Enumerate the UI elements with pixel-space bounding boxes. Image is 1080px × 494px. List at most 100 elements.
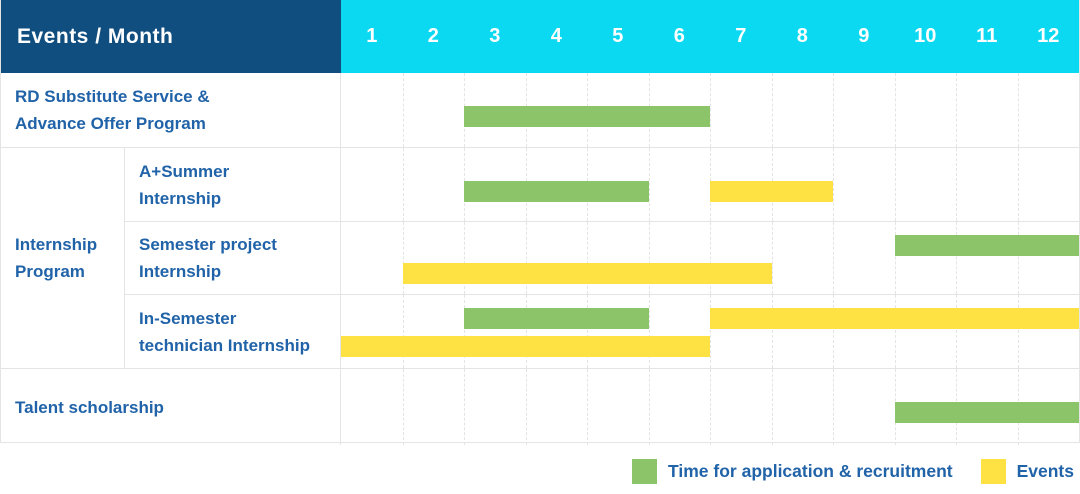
month-gridline xyxy=(833,369,834,445)
month-gridline xyxy=(833,295,834,368)
month-gridline xyxy=(402,369,404,445)
legend-swatch-application xyxy=(632,459,658,484)
row-label: A+Summer Internship xyxy=(139,161,230,208)
month-gridline xyxy=(771,369,773,445)
month-gridline xyxy=(894,222,896,294)
month-gridline xyxy=(710,73,711,147)
row-label-cell: Semester project Internship xyxy=(125,222,341,294)
month-gridline xyxy=(648,148,650,221)
month-gridline xyxy=(710,369,711,445)
month-gridline xyxy=(894,295,896,368)
legend-swatch-events xyxy=(980,459,1006,484)
month-header-cell: 6 xyxy=(673,25,685,47)
month-gridline xyxy=(587,369,588,445)
month-header-cell: 1 xyxy=(366,25,378,47)
month-gridline xyxy=(402,73,404,147)
month-gridline xyxy=(894,73,896,147)
month-gridline xyxy=(464,222,465,294)
gantt-bar-application xyxy=(894,402,1079,423)
group-label-cell: Internship Program xyxy=(1,148,125,368)
month-gridline xyxy=(1017,148,1019,221)
group-rows: A+Summer Internship Semester project Int… xyxy=(125,148,1079,368)
table-body: RD Substitute Service & Advance Offer Pr… xyxy=(1,73,1079,445)
month-header-cell: 3 xyxy=(489,25,501,47)
month-gridline xyxy=(833,73,834,147)
gantt-bar-application xyxy=(464,181,649,202)
month-gridline xyxy=(587,295,588,368)
legend-label-events: Events xyxy=(1016,461,1074,481)
month-header-cell: 9 xyxy=(858,25,870,47)
row-label-cell: A+Summer Internship xyxy=(125,148,341,221)
group-label: Internship Program xyxy=(15,235,98,281)
row-label-cell: RD Substitute Service & Advance Offer Pr… xyxy=(1,73,341,147)
row-talent-scholarship: Talent scholarship xyxy=(1,369,1079,445)
month-gridline xyxy=(1017,295,1019,368)
row-label: Semester project Internship xyxy=(139,235,277,281)
row-chart-area xyxy=(341,295,1079,368)
legend-item-application: Time for application & recruitment xyxy=(632,459,953,484)
month-gridline xyxy=(464,369,465,445)
row-label: RD Substitute Service & Advance Offer Pr… xyxy=(15,87,210,133)
month-gridline xyxy=(771,222,773,294)
month-header-cell: 12 xyxy=(1037,25,1060,47)
month-header-cell: 8 xyxy=(796,25,808,47)
month-gridline xyxy=(464,295,465,368)
month-gridline xyxy=(894,148,896,221)
month-gridline xyxy=(833,222,834,294)
row-rd-substitute-service: RD Substitute Service & Advance Offer Pr… xyxy=(1,73,1079,148)
month-gridline xyxy=(648,369,650,445)
month-gridline xyxy=(648,295,650,368)
row-chart-area xyxy=(341,222,1079,294)
month-header: 1 2 3 4 5 6 7 8 9 10 11 12 xyxy=(341,0,1079,73)
gantt-bar-event xyxy=(710,308,1079,329)
month-gridline xyxy=(1017,73,1019,147)
month-header-cell: 7 xyxy=(735,25,747,47)
internship-program-group: Internship Program A+Summer Internship S… xyxy=(1,148,1079,369)
row-a-plus-summer-internship: A+Summer Internship xyxy=(125,148,1079,221)
month-header-cell: 2 xyxy=(427,25,439,47)
row-label: In-Semester technician Internship xyxy=(139,308,310,355)
row-chart-area xyxy=(341,148,1079,221)
legend-item-events: Events xyxy=(980,459,1074,484)
month-gridline xyxy=(710,295,711,368)
header-title: Events / Month xyxy=(17,24,174,48)
gantt-bar-application xyxy=(894,235,1079,256)
month-gridline xyxy=(956,148,957,221)
row-label: Talent scholarship xyxy=(15,397,164,417)
gantt-bar-application xyxy=(464,308,649,329)
header-events-month-cell: Events / Month xyxy=(1,0,341,73)
gantt-bar-event xyxy=(341,336,710,357)
month-header-cell: 5 xyxy=(612,25,624,47)
row-in-semester-technician-internship: In-Semester technician Internship xyxy=(125,295,1079,368)
month-header-cell: 10 xyxy=(914,25,937,47)
legend-label-application: Time for application & recruitment xyxy=(668,461,953,481)
gantt-bar-event xyxy=(710,181,833,202)
month-gridline xyxy=(956,73,957,147)
month-gridline xyxy=(648,222,650,294)
month-gridline xyxy=(525,369,527,445)
row-label-cell: Talent scholarship xyxy=(1,369,341,445)
month-gridline xyxy=(402,222,404,294)
month-gridline xyxy=(771,295,773,368)
row-chart-area xyxy=(341,369,1079,445)
gantt-bar-event xyxy=(402,263,772,284)
month-gridline xyxy=(771,73,773,147)
month-gridline xyxy=(525,222,527,294)
gantt-bar-application xyxy=(464,106,710,127)
month-gridline xyxy=(956,295,957,368)
month-gridline xyxy=(525,295,527,368)
month-gridline xyxy=(587,222,588,294)
month-gridline xyxy=(402,295,404,368)
header-row: Events / Month 1 2 3 4 5 6 7 8 9 10 11 12 xyxy=(1,0,1079,73)
month-header-cell: 4 xyxy=(550,25,562,47)
row-chart-area xyxy=(341,73,1079,147)
row-semester-project-internship: Semester project Internship xyxy=(125,221,1079,295)
month-gridline xyxy=(710,222,711,294)
month-gridline xyxy=(833,148,834,221)
month-gridline xyxy=(956,222,957,294)
month-header-cell: 11 xyxy=(976,25,998,47)
legend: Time for application & recruitment Event… xyxy=(632,459,1074,484)
month-gridline xyxy=(402,148,404,221)
events-table: Events / Month 1 2 3 4 5 6 7 8 9 10 11 12 RD Substi… xyxy=(0,0,1080,445)
